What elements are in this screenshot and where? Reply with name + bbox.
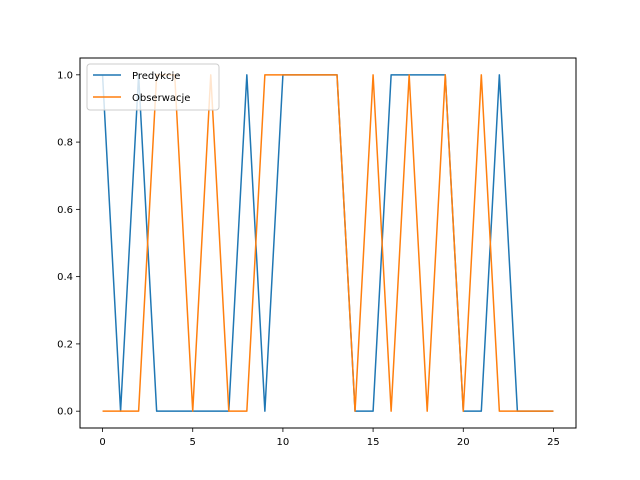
- y-tick-label: 0.0: [57, 407, 73, 418]
- y-tick-label: 0.2: [57, 339, 73, 350]
- x-tick-label: 15: [367, 437, 380, 448]
- x-tick-label: 20: [457, 437, 470, 448]
- y-tick-label: 0.6: [57, 205, 73, 216]
- legend-label-0: Predykcje: [132, 71, 180, 82]
- x-tick-label: 10: [277, 437, 290, 448]
- axes-frame: [79, 57, 577, 429]
- x-tick-label: 5: [190, 437, 196, 448]
- y-tick-label: 1.0: [57, 70, 73, 81]
- y-tick-label: 0.8: [57, 138, 73, 149]
- series-layer: [101, 74, 554, 412]
- y-axis: 0.0 0.2 0.4 0.6 0.8 1.0: [57, 70, 80, 418]
- x-tick-label: 0: [99, 437, 105, 448]
- y-tick-label: 0.4: [57, 272, 73, 283]
- x-axis: 0 5 10 15 20 25: [99, 428, 560, 448]
- legend-label-1: Obserwacje: [132, 93, 190, 104]
- legend: Predykcje Obserwacje: [86, 63, 220, 111]
- series-line-1: [102, 74, 554, 412]
- x-tick-label: 25: [547, 437, 560, 448]
